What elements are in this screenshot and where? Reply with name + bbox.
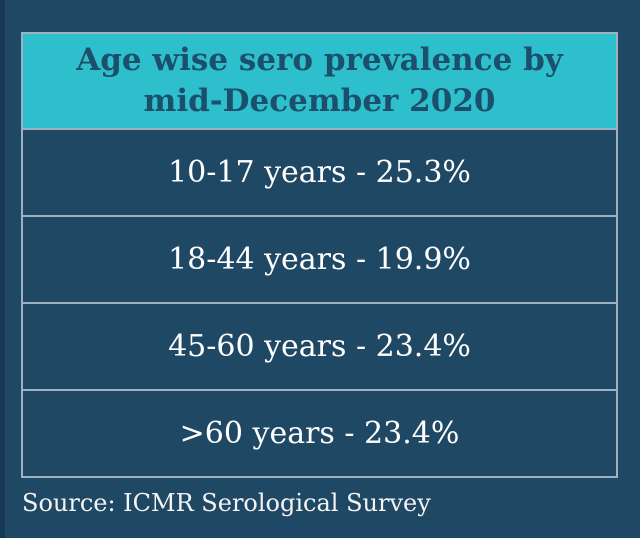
table-title: Age wise sero prevalence by mid-December… xyxy=(23,34,616,130)
table-title-line1: Age wise sero prevalence by xyxy=(76,42,563,79)
row-text-18-44: 18-44 years - 19.9% xyxy=(168,242,471,277)
source-attribution: Source: ICMR Serological Survey xyxy=(22,489,431,517)
table-title-line2: mid-December 2020 xyxy=(143,83,496,119)
sero-prevalence-table: Age wise sero prevalence by mid-December… xyxy=(21,32,618,478)
row-text-over-60: >60 years - 23.4% xyxy=(179,416,460,451)
table-row: 10-17 years - 25.3% xyxy=(23,130,616,217)
left-edge-strip xyxy=(0,0,5,538)
row-text-45-60: 45-60 years - 23.4% xyxy=(168,329,471,364)
row-text-10-17: 10-17 years - 25.3% xyxy=(168,155,471,190)
table-row: 18-44 years - 19.9% xyxy=(23,217,616,304)
table-row: >60 years - 23.4% xyxy=(23,391,616,476)
table-row: 45-60 years - 23.4% xyxy=(23,304,616,391)
